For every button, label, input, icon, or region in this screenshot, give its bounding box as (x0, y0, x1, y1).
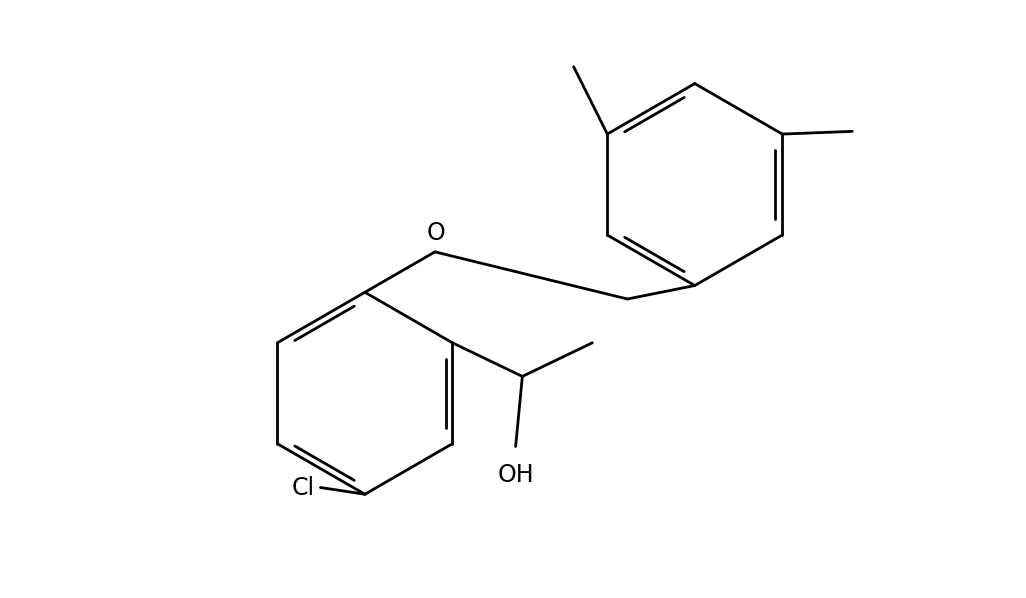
Text: O: O (427, 221, 445, 245)
Text: OH: OH (498, 463, 534, 487)
Text: Cl: Cl (292, 475, 315, 499)
